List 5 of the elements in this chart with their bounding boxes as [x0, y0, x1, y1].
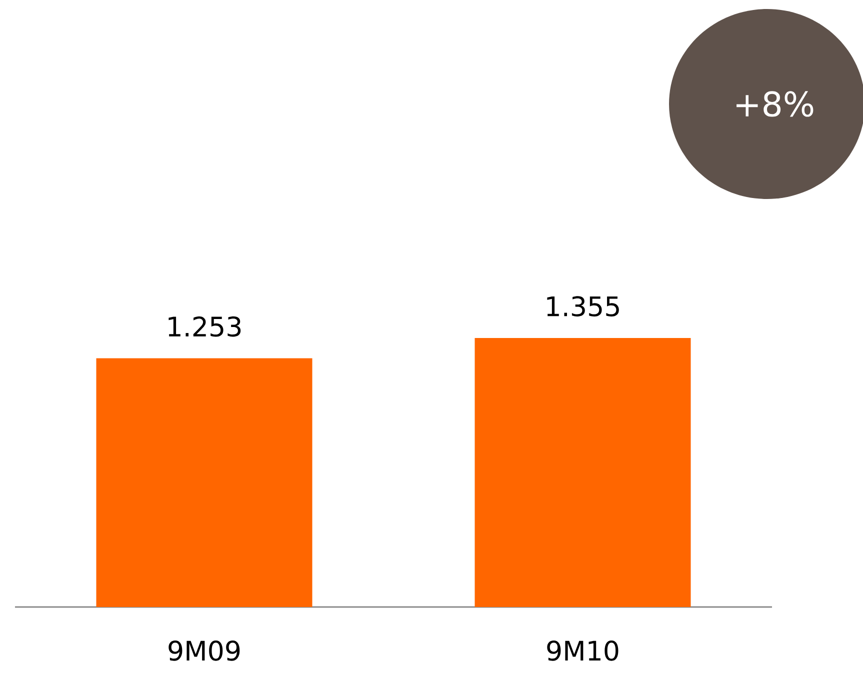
data-label: 1.355 — [547, 296, 619, 317]
x-tick-label: 9M09 — [168, 640, 240, 661]
x-tick-label: 9M10 — [547, 640, 618, 661]
data-label: 1.253 — [168, 316, 241, 337]
text: +8% — [736, 91, 814, 117]
